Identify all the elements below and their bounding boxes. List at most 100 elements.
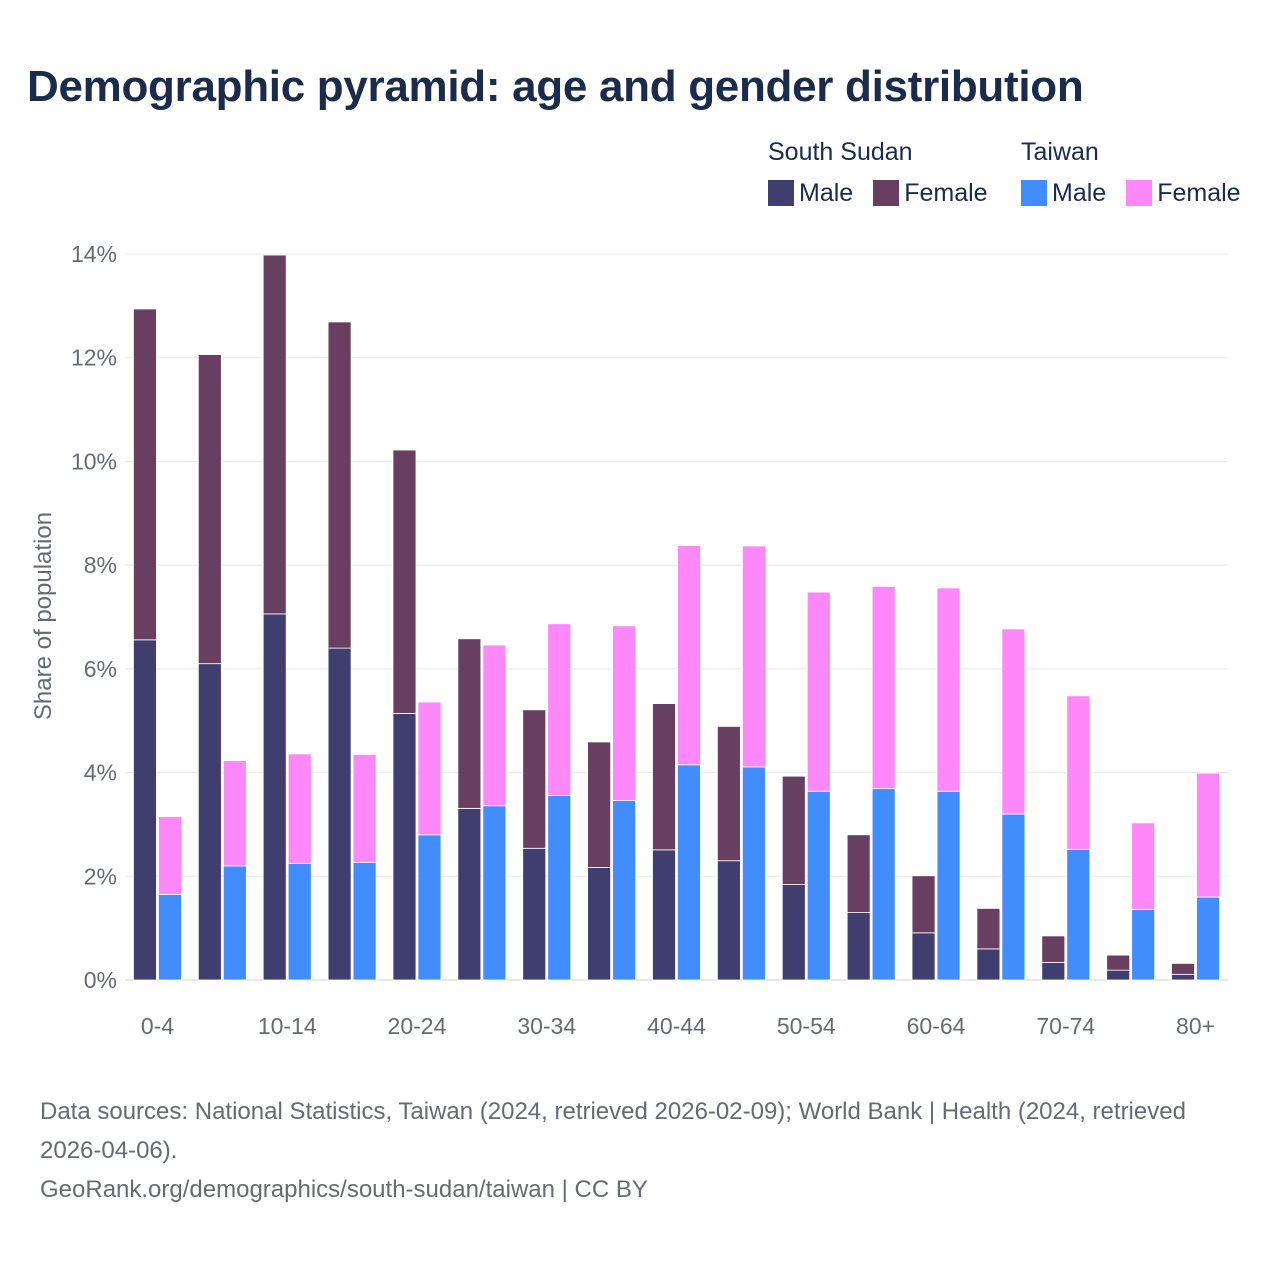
bar-south-sudan-male-45-49[interactable] — [716, 860, 741, 981]
bar-taiwan-female-55-59[interactable] — [871, 586, 896, 790]
bar-south-sudan-female-75-79[interactable] — [1106, 954, 1131, 971]
bar-south-sudan-male-40-44[interactable] — [652, 849, 676, 981]
bar-taiwan-male-40-44[interactable] — [677, 764, 701, 981]
bar-taiwan-male-80+[interactable] — [1196, 896, 1220, 981]
bar-taiwan-female-65-69[interactable] — [1001, 628, 1026, 815]
y-tick-label: 6% — [84, 656, 117, 682]
bar-taiwan-male-70-74[interactable] — [1066, 848, 1091, 981]
bar-south-sudan-male-80+[interactable] — [1171, 973, 1195, 981]
y-axis-ticks: 0% 2% 4% 6% 8% 10% 12% 14% — [71, 241, 117, 993]
bar-taiwan-male-15-19[interactable] — [352, 861, 377, 981]
bar-taiwan-female-20-24[interactable] — [417, 701, 442, 836]
x-tick-label: 10-14 — [258, 1013, 317, 1039]
legend-group-taiwan: Taiwan Male Female — [1021, 136, 1261, 208]
bar-taiwan-male-5-9[interactable] — [222, 865, 247, 981]
bar-taiwan-male-30-34[interactable] — [547, 794, 572, 981]
bar-south-sudan-male-25-29[interactable] — [457, 807, 482, 981]
bar-taiwan-male-75-79[interactable] — [1131, 909, 1156, 981]
x-tick-label: 60-64 — [907, 1013, 966, 1039]
bar-taiwan-female-5-9[interactable] — [222, 760, 247, 867]
bar-taiwan-female-0-4[interactable] — [158, 816, 182, 895]
bar-south-sudan-female-60-64[interactable] — [911, 875, 936, 934]
y-tick-label: 0% — [84, 967, 117, 993]
legend-swatch — [873, 180, 900, 206]
x-tick-label: 40-44 — [647, 1013, 706, 1039]
bar-south-sudan-male-55-59[interactable] — [846, 912, 871, 981]
x-tick-label: 30-34 — [517, 1013, 576, 1039]
bar-south-sudan-female-0-4[interactable] — [133, 308, 157, 641]
bar-south-sudan-female-40-44[interactable] — [652, 703, 676, 851]
bar-taiwan-male-0-4[interactable] — [158, 894, 182, 981]
legend-item-south-sudan-female[interactable]: Female — [873, 178, 988, 208]
bar-south-sudan-male-60-64[interactable] — [911, 932, 936, 981]
bar-south-sudan-female-35-39[interactable] — [587, 741, 612, 868]
bar-taiwan-female-30-34[interactable] — [547, 623, 572, 796]
bar-taiwan-female-60-64[interactable] — [936, 587, 961, 792]
bar-south-sudan-female-55-59[interactable] — [846, 834, 871, 913]
bar-taiwan-male-10-14[interactable] — [287, 862, 312, 981]
bar-taiwan-male-65-69[interactable] — [1001, 813, 1026, 981]
bar-south-sudan-male-20-24[interactable] — [392, 713, 417, 981]
x-tick-label: 80+ — [1176, 1013, 1215, 1039]
bar-south-sudan-male-15-19[interactable] — [327, 647, 352, 981]
bar-south-sudan-male-35-39[interactable] — [587, 867, 612, 981]
bars — [133, 254, 1220, 981]
x-tick-label: 0-4 — [141, 1013, 174, 1039]
bar-south-sudan-female-50-54[interactable] — [781, 775, 806, 885]
bar-south-sudan-female-70-74[interactable] — [1041, 935, 1066, 963]
y-tick-label: 14% — [71, 241, 117, 267]
bar-taiwan-female-25-29[interactable] — [482, 644, 507, 807]
bar-south-sudan-male-10-14[interactable] — [262, 613, 287, 981]
bar-taiwan-female-75-79[interactable] — [1131, 822, 1156, 910]
bar-taiwan-male-25-29[interactable] — [482, 805, 507, 981]
bar-taiwan-male-60-64[interactable] — [936, 790, 961, 981]
population-bar-chart: 0% 2% 4% 6% 8% 10% 12% 14% 0-4 10-14 20-24 30-34 40… — [30, 241, 1228, 1039]
y-tick-label: 8% — [84, 552, 117, 578]
bar-south-sudan-female-25-29[interactable] — [457, 638, 482, 809]
y-tick-label: 10% — [71, 448, 117, 474]
legend-item-south-sudan-male[interactable]: Male — [768, 179, 853, 208]
source-link[interactable]: GeoRank.org/demographics/south-sudan/tai… — [40, 1176, 648, 1203]
bar-south-sudan-female-80+[interactable] — [1171, 963, 1195, 975]
bar-south-sudan-female-10-14[interactable] — [262, 254, 287, 615]
legend-swatch — [768, 180, 794, 206]
x-tick-label: 50-54 — [777, 1013, 836, 1039]
footer: Data sources: National Statistics, Taiwa… — [40, 1092, 1220, 1209]
bar-taiwan-male-35-39[interactable] — [612, 800, 637, 981]
bar-south-sudan-female-20-24[interactable] — [392, 449, 417, 714]
bar-taiwan-female-10-14[interactable] — [287, 753, 312, 864]
bar-taiwan-female-70-74[interactable] — [1066, 695, 1091, 850]
legend-label: Female — [1157, 178, 1241, 207]
bar-south-sudan-male-75-79[interactable] — [1106, 969, 1131, 981]
bar-taiwan-male-45-49[interactable] — [741, 766, 766, 981]
legend-item-taiwan-female[interactable]: Female — [1126, 178, 1241, 208]
bar-taiwan-female-80+[interactable] — [1196, 772, 1220, 898]
bar-south-sudan-female-15-19[interactable] — [327, 321, 352, 649]
bar-taiwan-female-15-19[interactable] — [352, 754, 377, 863]
bar-taiwan-female-45-49[interactable] — [741, 545, 766, 768]
bar-taiwan-male-55-59[interactable] — [871, 788, 896, 981]
y-tick-label: 12% — [71, 345, 117, 371]
bar-taiwan-female-50-54[interactable] — [806, 591, 831, 792]
bar-taiwan-female-35-39[interactable] — [612, 625, 637, 801]
x-axis-ticks: 0-4 10-14 20-24 30-34 40-44 50-54 60-64 70-74 80… — [141, 1013, 1215, 1039]
bar-south-sudan-male-65-69[interactable] — [976, 948, 1001, 981]
bar-south-sudan-male-50-54[interactable] — [781, 884, 806, 981]
bar-taiwan-male-20-24[interactable] — [417, 834, 442, 981]
x-tick-label: 70-74 — [1036, 1013, 1095, 1039]
legend-label: Female — [904, 178, 988, 207]
bar-south-sudan-male-0-4[interactable] — [133, 639, 157, 981]
y-axis-label: Share of population — [30, 512, 57, 720]
bar-south-sudan-male-30-34[interactable] — [522, 847, 547, 981]
bar-south-sudan-female-65-69[interactable] — [976, 908, 1001, 950]
bar-taiwan-female-40-44[interactable] — [677, 545, 701, 766]
bar-south-sudan-female-30-34[interactable] — [522, 709, 547, 849]
bar-south-sudan-female-5-9[interactable] — [197, 354, 222, 665]
bar-south-sudan-male-70-74[interactable] — [1041, 961, 1066, 981]
y-tick-label: 2% — [84, 863, 117, 889]
bar-taiwan-male-50-54[interactable] — [806, 790, 831, 981]
bar-south-sudan-male-5-9[interactable] — [197, 663, 222, 981]
legend-swatch — [1021, 180, 1047, 206]
legend-item-taiwan-male[interactable]: Male — [1021, 179, 1106, 208]
bar-south-sudan-female-45-49[interactable] — [716, 726, 741, 862]
